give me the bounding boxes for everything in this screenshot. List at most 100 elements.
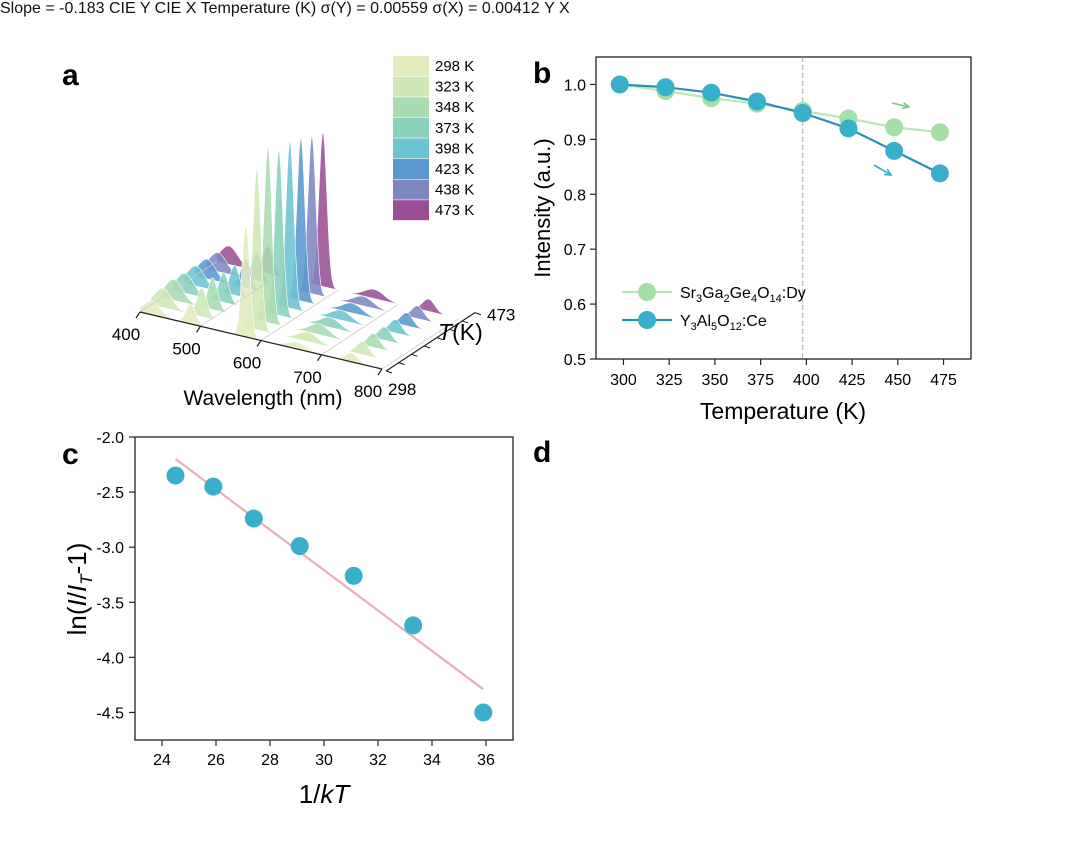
panel-a-floor-gridline: [260, 289, 339, 341]
panel-b-point-s1-7: [885, 118, 904, 137]
panel-c-point-1: [166, 466, 185, 485]
panel-b-point-s2-3: [702, 83, 721, 102]
panel-a-t-tick: [385, 370, 393, 374]
panel-a-waterfall: 400 500 600 700 800 298 473 298 K 323 K 348 K 373…: [112, 56, 515, 410]
panel-b-legend-label-part: 3: [696, 293, 702, 305]
panel-c-slope-annotation: Slope = -0.183: [0, 0, 105, 17]
panel-c-x-tick-label: 36: [477, 752, 495, 769]
panel-a-legend-label-8: 473 K: [435, 202, 474, 219]
panel-c-x-tick-label: 32: [369, 752, 387, 769]
panel-a-legend-label-4: 373 K: [435, 120, 474, 137]
panel-b-point-s1-8: [930, 123, 949, 142]
panel-a-t-tick: [449, 328, 456, 332]
panel-a-floor-gridline: [321, 304, 399, 356]
panel-a-x-tick-label: 500: [172, 339, 200, 358]
panel-a-x-tick: [196, 325, 201, 333]
panel-c-frame: [134, 436, 514, 741]
panel-b-legend-label-2: Y3Al5O12:Ce: [680, 313, 767, 333]
panel-b-y-tick-label: 0.8: [564, 187, 586, 204]
panel-a-z-axis-label: T(K): [438, 319, 483, 345]
panel-a-legend-swatch-7: [393, 179, 429, 200]
panel-b-legend-label-part: 4: [751, 293, 757, 305]
panel-d-bottom-sigma: σ(X) = 0.00412: [432, 0, 540, 17]
panel-a-legend-label-6: 423 K: [435, 161, 474, 178]
panel-d-top-legend-label: Y: [544, 0, 555, 17]
panel-c-y-tick-label: -2.0: [96, 430, 124, 447]
panel-c-ticks: 24 26 28 30 32 34 36 -2.0 -2.5 -3.0 -3.5 -4.0 -4.5: [96, 430, 495, 769]
panel-a-t-tick: [423, 345, 431, 349]
panel-a-x-tick: [256, 340, 262, 347]
panel-b-y-tick-label: 0.7: [564, 242, 586, 259]
panel-a-axes: 400 500 600 700 800 298 473: [112, 261, 515, 401]
panel-c-y-tick-label: -3.5: [96, 595, 124, 612]
panel-a-legend-swatch-6: [393, 159, 429, 179]
panel-b-x-tick-label: 450: [884, 372, 911, 389]
panel-a-x-tick-label: 600: [233, 354, 261, 373]
panel-a-legend-swatch-2: [393, 76, 429, 97]
panel-c-x-axis-label: 1/kT: [299, 779, 352, 809]
panel-c-y-axis-label: ln(I/IT-1): [62, 543, 96, 636]
panel-a-x-tick-label: 700: [293, 368, 321, 387]
panel-a-t-tick: [436, 337, 444, 341]
panel-label-d: d: [533, 436, 551, 469]
panel-b-legend-label-part: Al: [697, 313, 711, 330]
panel-a-legend-label-3: 348 K: [435, 99, 474, 116]
panel-c-y-tick-label: -2.5: [96, 485, 124, 502]
panel-b-plot-area: [610, 57, 949, 359]
panel-c-x-tick-label: 26: [207, 752, 225, 769]
panel-c-x-tick-label: 24: [153, 752, 171, 769]
panel-b-point-s2-1: [610, 75, 629, 94]
panel-d-x-axis-label: Temperature (K): [200, 0, 317, 17]
panel-b-legend-label-part: :Dy: [782, 285, 806, 302]
panel-label-a: a: [62, 59, 79, 92]
panel-c-point-6: [404, 616, 423, 635]
panel-b-legend-label-part: Ga: [702, 285, 723, 302]
panel-a-x-axis-label: Wavelength (nm): [183, 387, 342, 410]
panel-a-z-label-unit: (K): [452, 319, 483, 345]
panel-label-c: c: [62, 438, 79, 471]
panel-b-x-tick-label: 325: [656, 372, 683, 389]
panel-b-y-tick-label: 0.6: [564, 297, 586, 314]
panel-c-point-4: [290, 537, 309, 556]
panel-c-point-5: [344, 566, 363, 585]
panel-c-point-2: [204, 477, 223, 496]
panel-b-x-tick-label: 375: [747, 372, 774, 389]
panel-b-legend-label-part: O: [757, 285, 769, 302]
panel-c-fit-line: [174, 458, 484, 691]
panel-c-plot-area: [166, 458, 493, 722]
panel-b-x-tick-label: 475: [930, 372, 957, 389]
panel-b-point-s2-4: [747, 92, 766, 111]
panel-b-point-s2-2: [656, 78, 675, 97]
panel-b-point-s2-6: [839, 119, 858, 138]
panel-a-x-tick: [317, 354, 322, 362]
panel-d-bottom-y-axis-label: CIE X: [154, 0, 197, 17]
panel-c-x-tick-label: 28: [261, 752, 279, 769]
panel-d-top-sigma: σ(Y) = 0.00559: [320, 0, 428, 17]
panel-d-cie-charts: 0.00.20.40.60.81.00.00.20.40.60.81.03003…: [109, 0, 570, 17]
panel-a-t-tick-label-298: 298: [388, 380, 416, 399]
panel-b-ticks: 300 325 350 375 400 425 450 4750.50.60.70.80.91…: [564, 77, 957, 389]
panel-b-x-tick-label: 425: [839, 372, 866, 389]
panel-b-arrow-teal-head: [883, 168, 893, 176]
panel-b-legend-label-part: 12: [730, 321, 742, 333]
panel-b-legend-label-part: :Ce: [742, 313, 767, 330]
panel-a-legend-label-5: 398 K: [435, 140, 474, 157]
panel-b-x-tick-label: 350: [702, 372, 729, 389]
panel-a-z-label-italic: T: [438, 319, 454, 345]
panel-c-scatter-chart: 24 26 28 30 32 34 36 -2.0 -2.5 -3.0 -3.5 -4.0 -4.5 1…: [62, 430, 514, 809]
panel-c-y-tick-label: -3.0: [96, 540, 124, 557]
panel-a-t-tick: [398, 362, 405, 366]
panel-c-x-label-plain: 1/: [299, 779, 321, 809]
panel-a-floor-gridline: [381, 318, 460, 370]
panel-a-legend: 298 K 323 K 348 K 373 K 398 K 423 K 438 K 473 K: [393, 56, 474, 221]
panel-c-point-3: [244, 509, 263, 528]
panel-b-point-s2-8: [930, 164, 949, 183]
panel-b-arrow-green: [891, 102, 910, 108]
panel-b-legend-marker-2: [638, 311, 656, 329]
panel-c-point-7: [474, 703, 493, 722]
panel-a-t-tick: [474, 312, 482, 316]
panel-c-x-tick-label: 30: [315, 752, 333, 769]
panel-a-legend-label-7: 438 K: [435, 182, 474, 199]
